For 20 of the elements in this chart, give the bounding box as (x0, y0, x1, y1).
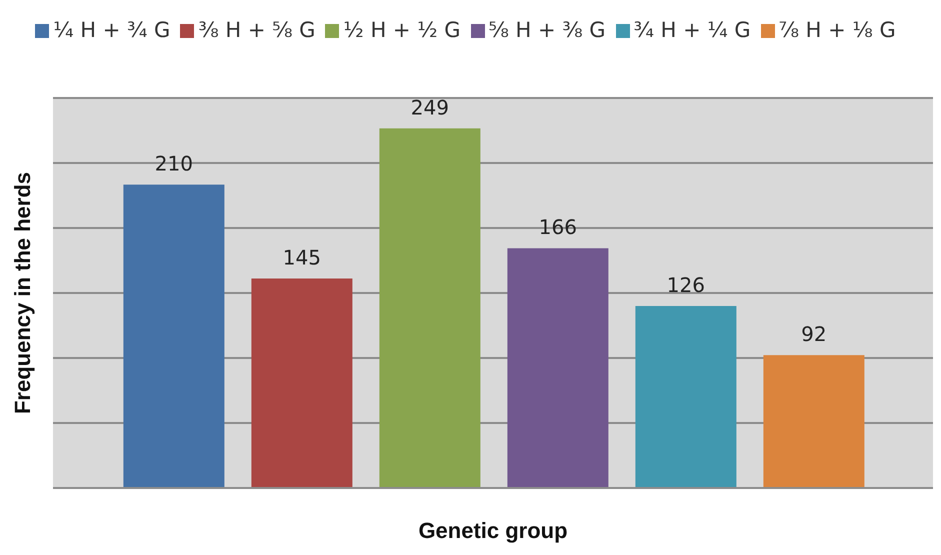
data-label: 92 (801, 322, 827, 346)
data-label: 210 (154, 152, 193, 176)
bar (763, 355, 864, 488)
legend-label: ½ H + ½ G (343, 18, 460, 42)
data-label: 249 (410, 95, 449, 120)
bar (507, 248, 608, 488)
bar (251, 278, 352, 488)
legend-label: ¼ H + ¾ G (53, 18, 170, 42)
data-label: 166 (538, 215, 577, 240)
data-label: 126 (666, 273, 705, 297)
data-label: 145 (282, 246, 321, 270)
bar (635, 306, 736, 488)
legend-label: ¾ H + ¼ G (634, 18, 751, 42)
x-axis-title: Genetic group (418, 518, 568, 543)
bar (379, 128, 480, 488)
legend-label: ⅜ H + ⅝ G (198, 18, 316, 42)
legend-label: ⅞ H + ⅛ G (778, 18, 896, 42)
bar (123, 184, 224, 488)
legend-label: ⅝ H + ⅜ G (488, 18, 606, 42)
y-axis-title: Frequency in the herds (10, 172, 35, 414)
